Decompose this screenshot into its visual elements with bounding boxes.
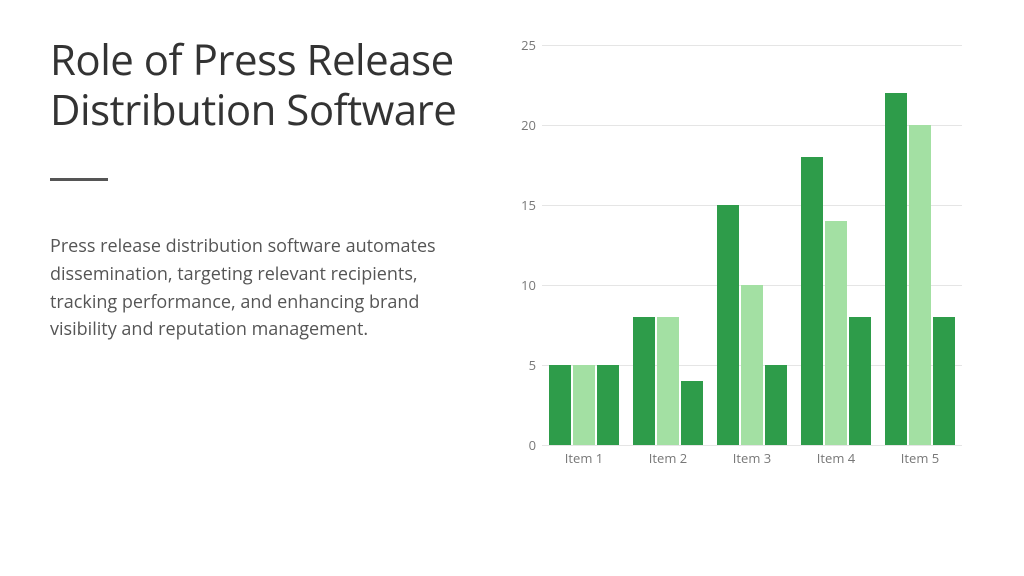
gridline — [542, 445, 962, 446]
chart-column: 0 5 10 15 20 25 Item 1Item 2Item 3Item 4Item 5 — [504, 35, 974, 536]
bar — [549, 365, 571, 445]
x-axis-label: Item 1 — [542, 449, 626, 467]
bar — [825, 221, 847, 445]
x-axis-label: Item 2 — [626, 449, 710, 467]
y-axis-label: 20 — [506, 116, 536, 134]
bar-chart: 0 5 10 15 20 25 Item 1Item 2Item 3Item 4Item 5 — [504, 35, 974, 485]
y-axis-label: 0 — [506, 436, 536, 454]
bar — [933, 317, 955, 445]
slide-body: Press release distribution software auto… — [50, 233, 464, 345]
slide-title: Role of Press Release Distribution Softw… — [50, 35, 464, 136]
y-axis-label: 25 — [506, 36, 536, 54]
y-axis-label: 5 — [506, 356, 536, 374]
x-axis-label: Item 5 — [878, 449, 962, 467]
x-axis-label: Item 3 — [710, 449, 794, 467]
bar — [801, 157, 823, 445]
bar — [597, 365, 619, 445]
bar — [717, 205, 739, 445]
bar — [573, 365, 595, 445]
bar — [765, 365, 787, 445]
bar — [909, 125, 931, 445]
x-axis-label: Item 4 — [794, 449, 878, 467]
text-column: Role of Press Release Distribution Softw… — [50, 35, 504, 536]
bar — [633, 317, 655, 445]
y-axis-label: 10 — [506, 276, 536, 294]
bar — [885, 93, 907, 445]
bar — [849, 317, 871, 445]
gridline — [542, 45, 962, 46]
slide: Role of Press Release Distribution Softw… — [0, 0, 1024, 576]
y-axis-label: 15 — [506, 196, 536, 214]
bar — [741, 285, 763, 445]
bar — [657, 317, 679, 445]
bar — [681, 381, 703, 445]
title-divider — [50, 178, 108, 181]
plot-area — [542, 45, 962, 445]
